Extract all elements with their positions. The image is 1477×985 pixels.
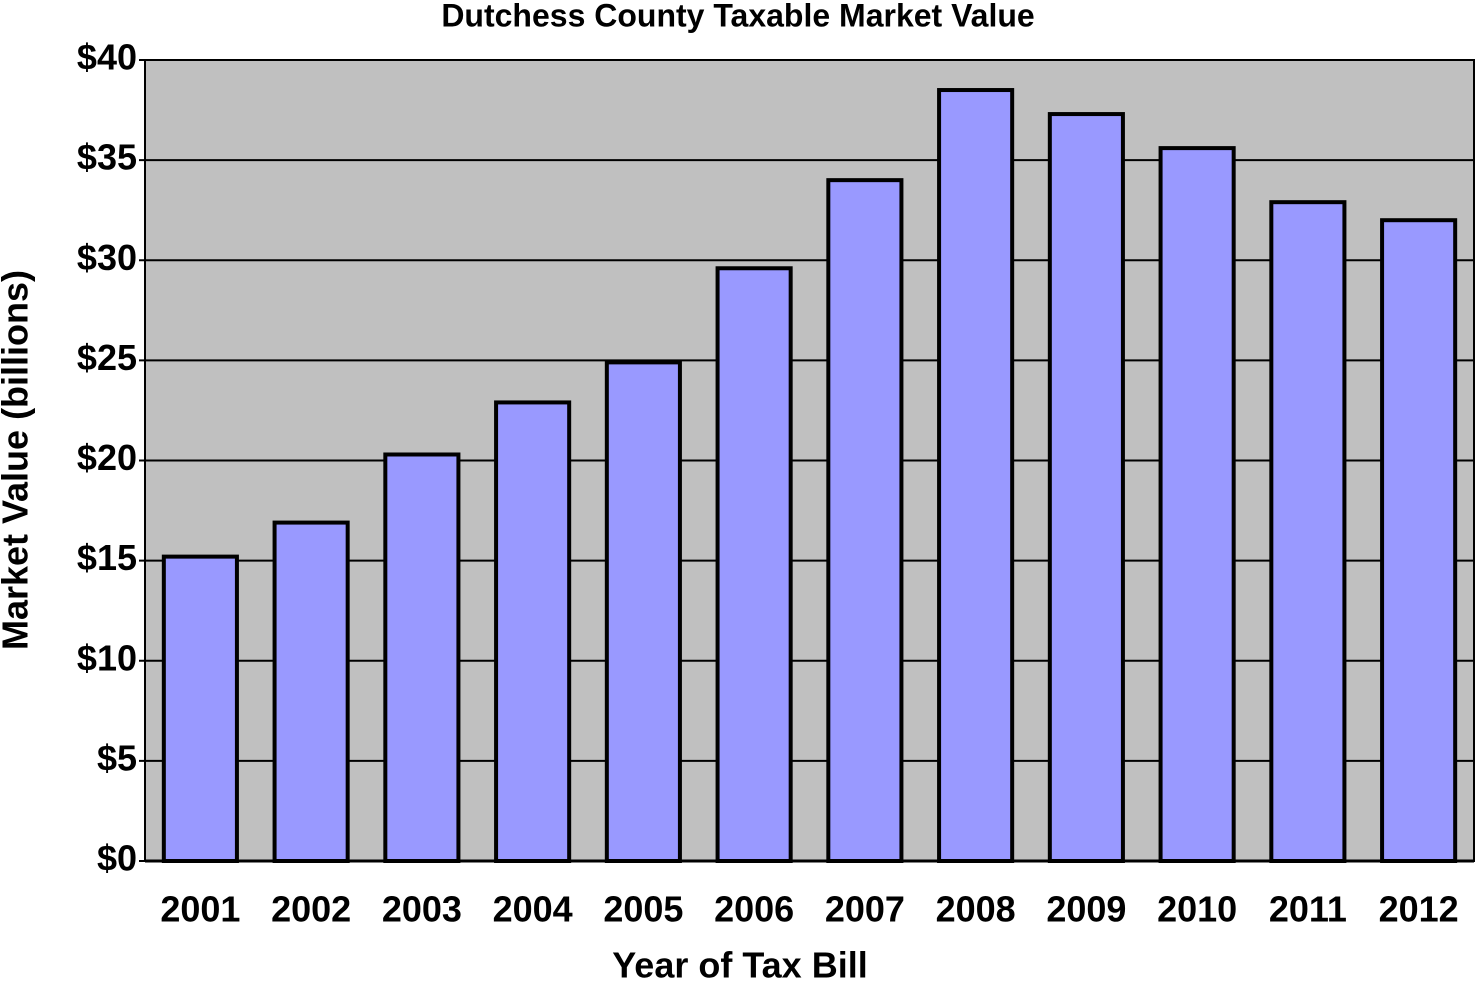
x-tick-label: 2009	[1046, 889, 1126, 930]
bar	[383, 452, 461, 863]
x-tick-label: 2011	[1269, 889, 1347, 930]
x-tick-label: 2004	[493, 889, 573, 930]
x-tick-label: 2006	[714, 889, 794, 930]
x-tick-label: 2007	[825, 889, 905, 930]
bar	[272, 520, 350, 863]
x-tick-label: 2010	[1157, 889, 1237, 930]
chart-title: Dutchess County Taxable Market Value	[441, 0, 1034, 33]
x-tick-label: 2005	[603, 889, 683, 930]
bar	[161, 554, 239, 863]
bar	[1380, 218, 1458, 863]
bar	[715, 266, 793, 863]
bar	[604, 360, 682, 863]
x-tick-label: 2008	[936, 889, 1016, 930]
y-tick-label: $5	[97, 737, 137, 778]
bar	[1158, 146, 1236, 864]
y-tick-label: $0	[97, 838, 137, 879]
bar	[937, 88, 1015, 864]
x-tick-label: 2002	[271, 889, 351, 930]
y-tick-label: $40	[77, 37, 137, 78]
y-tick-label: $20	[77, 437, 137, 478]
bar	[1047, 112, 1125, 863]
x-tick-label: 2001	[160, 889, 240, 930]
x-axis-title: Year of Tax Bill	[612, 945, 867, 985]
x-tick-label: 2003	[382, 889, 462, 930]
y-tick-label: $10	[77, 637, 137, 678]
y-tick-label: $35	[77, 137, 137, 178]
x-tick-label: 2012	[1379, 889, 1459, 930]
bar	[1269, 200, 1347, 864]
y-tick-label: $25	[77, 337, 137, 378]
bar	[826, 178, 904, 863]
y-axis-title: Market Value (billions)	[0, 270, 36, 650]
bar	[494, 400, 572, 863]
y-tick-label: $30	[77, 237, 137, 278]
y-tick-label: $15	[77, 537, 137, 578]
